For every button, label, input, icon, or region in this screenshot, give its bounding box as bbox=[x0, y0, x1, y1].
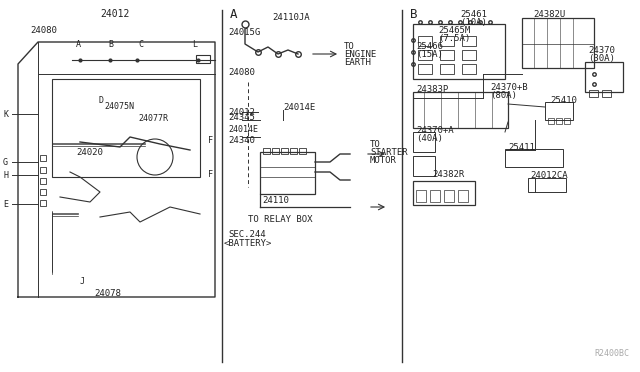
Text: A: A bbox=[230, 7, 237, 20]
Bar bbox=[40, 167, 46, 173]
Bar bbox=[418, 36, 432, 46]
Bar bbox=[589, 90, 598, 97]
Bar bbox=[272, 148, 279, 154]
Bar bbox=[413, 24, 505, 79]
Text: 25461: 25461 bbox=[460, 10, 487, 19]
Text: 24080: 24080 bbox=[30, 26, 57, 35]
Text: 25411: 25411 bbox=[508, 142, 535, 151]
Bar bbox=[299, 148, 306, 154]
Text: 24110JA: 24110JA bbox=[272, 13, 310, 22]
Text: (40A): (40A) bbox=[416, 134, 443, 142]
Text: 24014E: 24014E bbox=[228, 125, 258, 134]
Text: 24383P: 24383P bbox=[416, 84, 448, 93]
Bar bbox=[462, 50, 476, 60]
Bar bbox=[585, 62, 623, 92]
Text: 24382R: 24382R bbox=[432, 170, 464, 179]
Bar bbox=[290, 148, 297, 154]
Text: 24340: 24340 bbox=[228, 135, 255, 144]
Text: EARTH: EARTH bbox=[344, 58, 371, 67]
Text: 24014E: 24014E bbox=[283, 103, 316, 112]
Text: 25466: 25466 bbox=[416, 42, 443, 51]
Bar bbox=[430, 190, 440, 202]
Text: G: G bbox=[3, 157, 8, 167]
Text: TO: TO bbox=[344, 42, 355, 51]
Text: ENGINE: ENGINE bbox=[344, 49, 376, 58]
Bar bbox=[52, 79, 200, 177]
Bar bbox=[263, 148, 270, 154]
Text: 24078: 24078 bbox=[95, 289, 122, 298]
Bar bbox=[440, 64, 454, 74]
Text: 25410: 25410 bbox=[550, 96, 577, 105]
Text: SEC.244: SEC.244 bbox=[228, 230, 266, 238]
Text: 24345: 24345 bbox=[228, 112, 255, 122]
Text: (7.5A): (7.5A) bbox=[438, 33, 470, 42]
Text: D: D bbox=[98, 96, 103, 105]
Text: (10A): (10A) bbox=[460, 17, 487, 26]
Bar bbox=[260, 152, 315, 194]
Text: 25465M: 25465M bbox=[438, 26, 470, 35]
Bar bbox=[440, 50, 454, 60]
Text: STARTER: STARTER bbox=[370, 148, 408, 157]
Bar bbox=[522, 18, 594, 68]
Bar bbox=[40, 178, 46, 184]
Text: TO RELAY BOX: TO RELAY BOX bbox=[248, 215, 312, 224]
Text: R2400BC: R2400BC bbox=[594, 350, 629, 359]
Text: F: F bbox=[208, 170, 213, 179]
Text: 24370: 24370 bbox=[588, 45, 615, 55]
Text: 24370+B: 24370+B bbox=[490, 83, 527, 92]
Text: L: L bbox=[192, 39, 197, 48]
Bar bbox=[413, 156, 435, 176]
Text: K: K bbox=[3, 109, 8, 119]
Text: <BATTERY>: <BATTERY> bbox=[224, 240, 273, 248]
Text: C: C bbox=[138, 39, 143, 48]
Text: (15A): (15A) bbox=[416, 49, 443, 58]
Text: 24012: 24012 bbox=[100, 9, 130, 19]
Bar bbox=[418, 50, 432, 60]
Bar bbox=[418, 64, 432, 74]
Text: 24382U: 24382U bbox=[533, 10, 565, 19]
Bar bbox=[564, 118, 570, 124]
Bar bbox=[602, 90, 611, 97]
Text: 24020: 24020 bbox=[77, 148, 104, 157]
Bar bbox=[413, 181, 475, 205]
Text: 24077R: 24077R bbox=[138, 113, 168, 122]
Bar bbox=[40, 155, 46, 161]
Text: J: J bbox=[80, 278, 85, 286]
Text: MOTOR: MOTOR bbox=[370, 155, 397, 164]
Bar bbox=[40, 200, 46, 206]
Bar bbox=[40, 189, 46, 195]
Text: F: F bbox=[208, 135, 213, 144]
Text: 24075N: 24075N bbox=[104, 102, 134, 110]
Bar bbox=[528, 178, 566, 192]
Bar bbox=[458, 190, 468, 202]
Text: B: B bbox=[108, 39, 113, 48]
Text: 24110: 24110 bbox=[262, 196, 289, 205]
Text: E: E bbox=[3, 199, 8, 208]
Bar bbox=[548, 118, 554, 124]
Bar bbox=[545, 102, 573, 120]
Text: 24080: 24080 bbox=[228, 67, 255, 77]
Text: H: H bbox=[3, 170, 8, 180]
Text: 24012: 24012 bbox=[228, 108, 255, 116]
Text: A: A bbox=[76, 39, 81, 48]
Bar bbox=[196, 55, 210, 63]
Bar bbox=[556, 118, 562, 124]
Bar bbox=[281, 148, 288, 154]
Bar bbox=[462, 36, 476, 46]
Bar bbox=[413, 132, 435, 152]
Text: (80A): (80A) bbox=[490, 90, 517, 99]
Bar bbox=[413, 92, 508, 128]
Bar bbox=[416, 190, 426, 202]
Text: 24015G: 24015G bbox=[228, 28, 260, 36]
Bar bbox=[444, 190, 454, 202]
Bar bbox=[462, 64, 476, 74]
Text: (30A): (30A) bbox=[588, 54, 615, 62]
Bar bbox=[440, 36, 454, 46]
Text: 24370+A: 24370+A bbox=[416, 125, 454, 135]
Text: 24012CA: 24012CA bbox=[530, 170, 568, 180]
Text: TO: TO bbox=[370, 140, 381, 148]
Bar bbox=[505, 149, 563, 167]
Text: B: B bbox=[410, 7, 417, 20]
